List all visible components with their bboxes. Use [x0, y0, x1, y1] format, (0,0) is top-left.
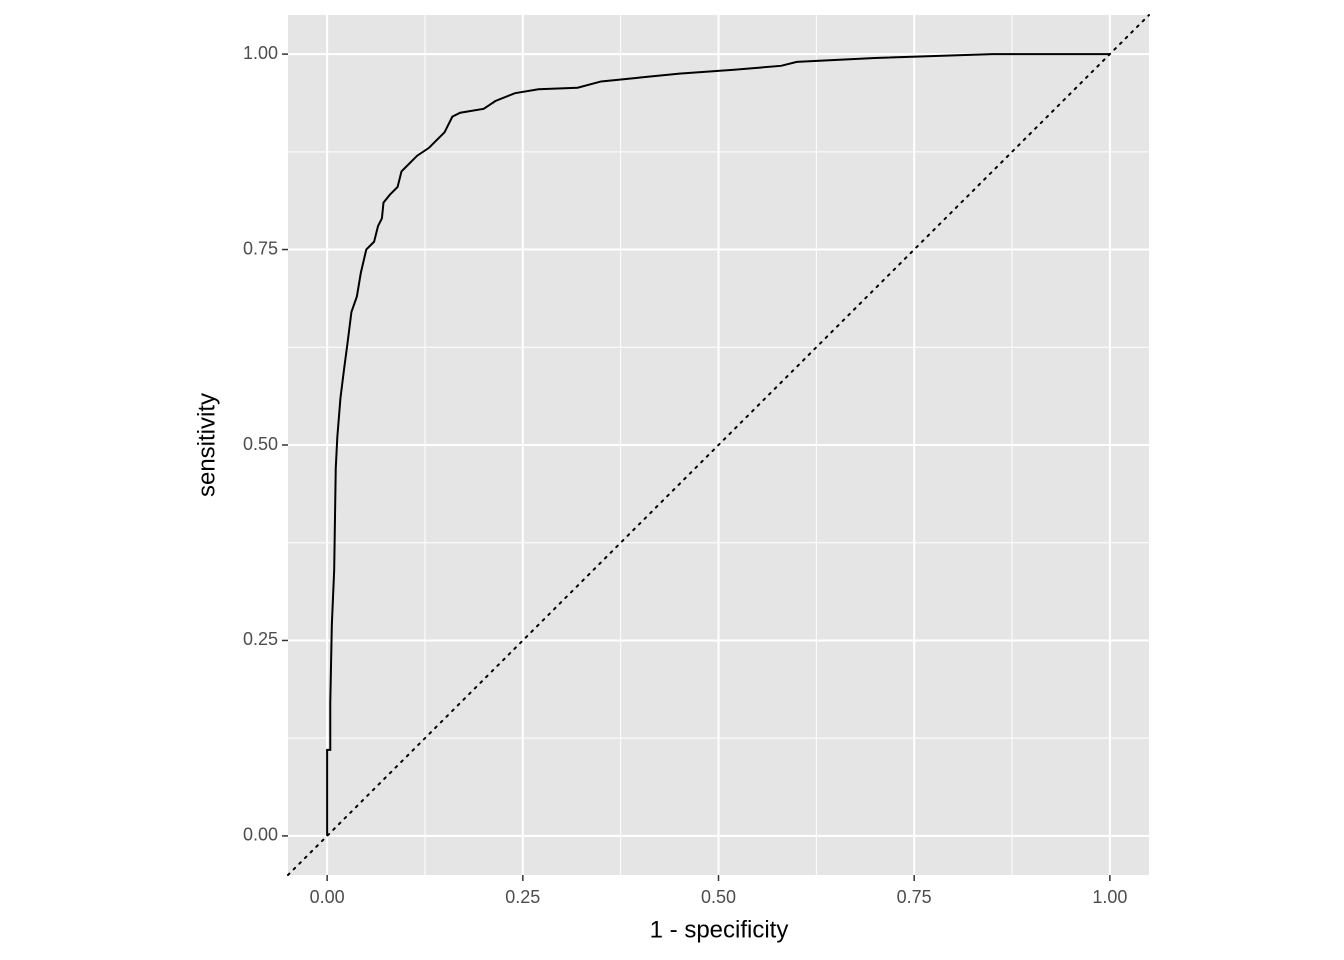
y-tick-label: 0.75 — [243, 238, 278, 258]
x-axis-title: 1 - specificity — [650, 916, 789, 943]
x-tick-label: 1.00 — [1092, 887, 1127, 907]
y-tick-label: 0.25 — [243, 629, 278, 649]
x-tick-label: 0.50 — [701, 887, 736, 907]
reference-line — [287, 14, 1150, 876]
roc-curve — [326, 53, 1110, 836]
x-tick-label: 0.00 — [310, 887, 345, 907]
x-tick-label: 0.25 — [505, 887, 540, 907]
y-tick-label: 0.00 — [243, 825, 278, 845]
x-tick-label: 0.75 — [897, 887, 932, 907]
y-tick-label: 1.00 — [243, 43, 278, 63]
y-axis-title: sensitivity — [193, 393, 220, 497]
y-tick-label: 0.50 — [243, 434, 278, 454]
